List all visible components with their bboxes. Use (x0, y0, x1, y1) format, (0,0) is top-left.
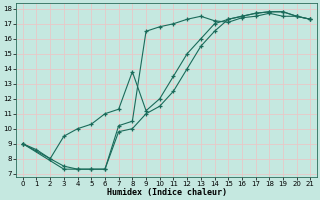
X-axis label: Humidex (Indice chaleur): Humidex (Indice chaleur) (107, 188, 227, 197)
